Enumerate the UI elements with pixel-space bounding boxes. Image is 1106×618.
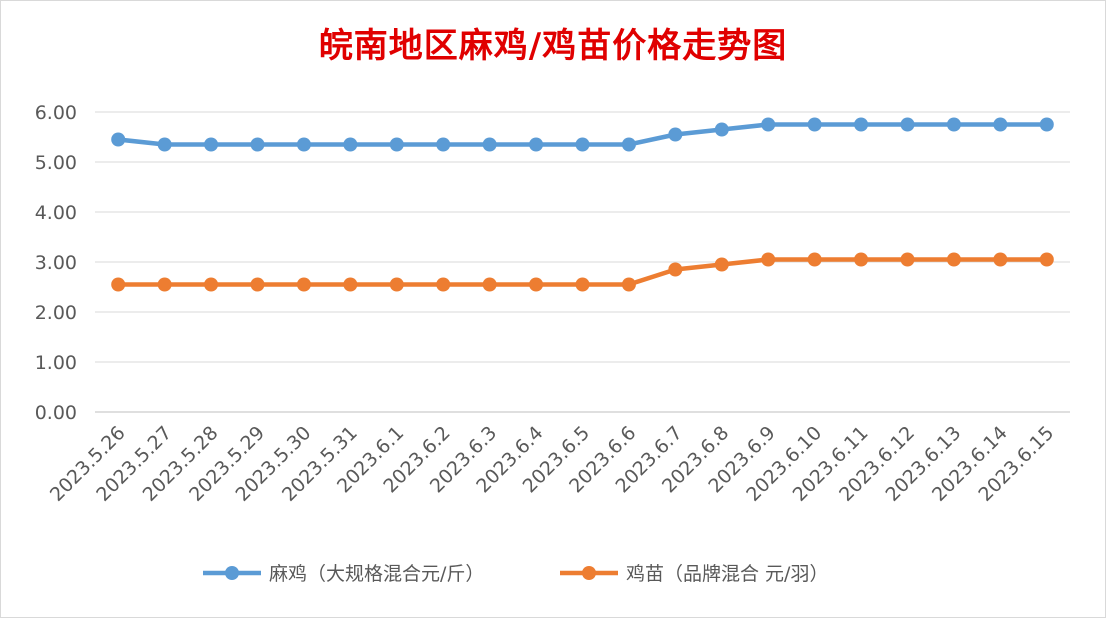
data-point (714, 257, 729, 272)
legend-swatch-marker (225, 566, 239, 580)
data-point (250, 137, 265, 152)
data-point (343, 137, 358, 152)
data-point (714, 122, 729, 137)
y-tick-label: 1.00 (35, 352, 77, 374)
y-axis-ticks: 0.00 1.00 2.00 3.00 4.00 5.00 6.00 (35, 102, 77, 424)
data-point (436, 277, 451, 292)
y-tick-label: 2.00 (35, 302, 77, 324)
legend: 麻鸡（大规格混合元/斤） 鸡苗（品牌混合 元/羽） (203, 563, 828, 585)
data-point (668, 262, 683, 277)
data-point (157, 137, 172, 152)
data-point (575, 137, 590, 152)
data-point (482, 137, 497, 152)
chart-title: 皖南地区麻鸡/鸡苗价格走势图 (318, 26, 788, 66)
data-point (296, 277, 311, 292)
data-point (436, 137, 451, 152)
data-point (389, 137, 404, 152)
data-point (946, 117, 961, 132)
data-point (343, 277, 358, 292)
data-point (111, 132, 126, 147)
data-point (204, 277, 219, 292)
data-point (761, 117, 776, 132)
data-point (993, 252, 1008, 267)
data-point (621, 137, 636, 152)
legend-label: 麻鸡（大规格混合元/斤） (269, 563, 484, 585)
data-point (807, 117, 822, 132)
data-point (250, 277, 265, 292)
y-tick-label: 5.00 (35, 152, 77, 174)
data-point (946, 252, 961, 267)
data-point (621, 277, 636, 292)
y-tick-label: 3.00 (35, 252, 77, 274)
y-tick-label: 0.00 (35, 402, 77, 424)
y-tick-label: 4.00 (35, 202, 77, 224)
data-point (854, 252, 869, 267)
data-point (900, 117, 915, 132)
legend-label: 鸡苗（品牌混合 元/羽） (626, 563, 828, 585)
data-point (111, 277, 126, 292)
data-point (157, 277, 172, 292)
data-point (1039, 252, 1054, 267)
series-points (111, 117, 1054, 292)
data-point (389, 277, 404, 292)
legend-swatch-marker (582, 566, 596, 580)
x-axis-ticks: 2023.5.262023.5.272023.5.282023.5.292023… (46, 422, 1059, 506)
data-point (761, 252, 776, 267)
data-point (482, 277, 497, 292)
y-tick-label: 6.00 (35, 102, 77, 124)
data-point (1039, 117, 1054, 132)
data-point (529, 137, 544, 152)
data-point (668, 127, 683, 142)
data-point (993, 117, 1008, 132)
gridlines (95, 111, 1070, 413)
data-point (900, 252, 915, 267)
data-point (854, 117, 869, 132)
data-point (807, 252, 822, 267)
data-point (204, 137, 219, 152)
data-point (575, 277, 590, 292)
data-point (296, 137, 311, 152)
data-point (529, 277, 544, 292)
